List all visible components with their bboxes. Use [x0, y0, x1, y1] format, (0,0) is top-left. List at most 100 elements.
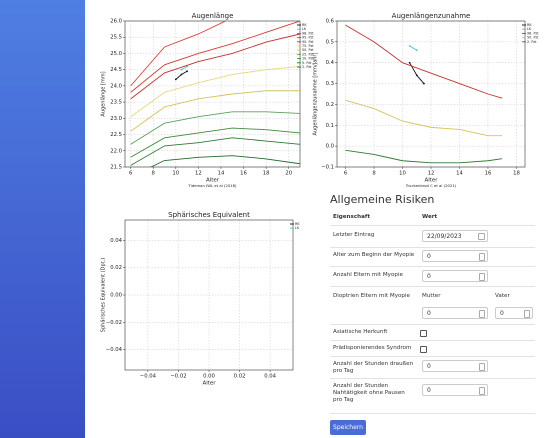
legend-label: RK [527, 23, 532, 27]
separator [330, 413, 535, 414]
point [186, 70, 188, 73]
checkbox[interactable] [420, 346, 427, 353]
legend-label: 5. Pzt [302, 61, 312, 65]
y-tick-label: 0.2 [326, 102, 334, 108]
x-tick-label: 14 [456, 171, 463, 177]
row-label: Anzahl der Stunden Nahtätigkeit ohne Pau… [333, 383, 405, 403]
point [415, 74, 418, 77]
y-tick-label: 25.5 [110, 35, 122, 41]
series-line [130, 33, 300, 100]
number-input[interactable]: 0 [422, 360, 488, 372]
number-input[interactable]: 0 [495, 307, 533, 319]
x-tick-label: 20 [285, 171, 292, 177]
row-label: Alter zum Beginn der Myopie [333, 252, 415, 258]
number-input[interactable]: 0 [422, 250, 488, 262]
series-line [181, 66, 188, 71]
number-input[interactable]: 0 [422, 307, 488, 319]
row-label: Asiatische Herkunft [333, 329, 388, 335]
legend-label: 98. Pzt [527, 31, 539, 35]
y-tick-label: 24.0 [110, 83, 122, 89]
input-value: 0 [427, 310, 431, 317]
legend-label: 10. Pzt [302, 57, 314, 61]
x-tick-label: 6 [344, 171, 348, 177]
row-label: Letzter Eintrag [333, 232, 375, 238]
y-tick-label: −0.04 [106, 347, 123, 353]
x-tick-label: −0.02 [170, 374, 186, 380]
field-label: Vater [495, 293, 510, 299]
x-tick-label: 0.04 [264, 374, 276, 380]
x-tick-label: 18 [513, 171, 520, 177]
spinner [479, 310, 485, 318]
x-tick-label: 8 [152, 171, 156, 177]
legend-label: 98. Pzt [302, 31, 314, 35]
note: Truckenbrod C et al (2021) [405, 183, 457, 188]
separator [330, 356, 535, 357]
spinner [479, 387, 485, 395]
y-tick-label: 26.0 [110, 19, 122, 25]
y-axis-label: Augenlänge [mm] [101, 71, 107, 116]
chart-title: Sphärisches Equivalent [168, 211, 250, 219]
y-tick-label: 0.00 [110, 293, 122, 299]
plot-frame [124, 20, 301, 168]
legend-label: 2. Pzt [302, 65, 312, 69]
y-tick-label: 24.5 [110, 67, 122, 73]
sidebar [0, 0, 85, 438]
separator [330, 247, 535, 248]
number-input[interactable]: 0 [422, 384, 488, 396]
row-label: Dioptrien Eltern mit Myopie [333, 293, 410, 299]
input-value: 0 [427, 363, 431, 370]
y-tick-label: 22.5 [110, 132, 122, 138]
date-input[interactable]: 22/09/2023 [422, 230, 488, 242]
header: Eigenschaft [333, 214, 371, 220]
series-line [130, 21, 227, 87]
plot-frame [336, 20, 526, 168]
point [415, 49, 418, 52]
x-tick-label: 0.02 [234, 374, 246, 380]
spinner [524, 310, 530, 318]
row-label: Anzahl der Stunden draußen pro Tag [333, 361, 414, 374]
x-tick-label: 16 [240, 171, 247, 177]
legend-label: 25. Pzt [302, 52, 314, 56]
y-tick-label: −0.02 [106, 320, 122, 326]
separator [330, 378, 535, 379]
number-input[interactable]: 0 [422, 270, 488, 282]
y-tick-label: 0.04 [110, 238, 122, 244]
y-axis-label: Sphärisches Equivalent (Dpt.) [101, 258, 107, 332]
y-tick-label: −0.1 [321, 165, 334, 171]
point [174, 78, 177, 81]
plot-frame [124, 219, 294, 371]
legend-label: 90. Pzt [302, 40, 314, 44]
legend-label: LK [295, 226, 300, 230]
input-value: 0 [427, 253, 431, 260]
separator [330, 266, 535, 267]
separator [330, 225, 535, 226]
y-tick-label: 0.6 [326, 19, 335, 25]
y-tick-label: 0.3 [326, 81, 334, 87]
legend-label: 75. Pzt [302, 44, 314, 48]
legend-label: 50. Pzt [527, 36, 539, 40]
x-tick-label: 14 [218, 171, 225, 177]
y-tick-label: 21.5 [110, 165, 122, 171]
input-value: 0 [427, 387, 431, 394]
plot-area [130, 21, 300, 167]
save-button[interactable]: Speichern [330, 420, 366, 435]
x-tick-label: −0.04 [140, 374, 157, 380]
y-tick-label: 0.5 [326, 39, 334, 45]
separator [330, 324, 535, 325]
spinner [479, 273, 485, 281]
input-value: 0 [500, 310, 504, 317]
point [408, 45, 411, 47]
series-line [130, 21, 300, 93]
x-tick-label: 8 [372, 171, 376, 177]
series-line [345, 149, 503, 164]
series-line [409, 45, 417, 51]
x-axis-label: Alter [424, 178, 438, 184]
series-line [130, 137, 300, 166]
chart-title: Augenlänge [192, 12, 234, 20]
checkbox[interactable] [420, 330, 427, 337]
chart-title: Augenlängenzunahme [392, 12, 471, 20]
series-line [130, 65, 300, 118]
point [180, 73, 183, 76]
header: Wert [422, 214, 438, 220]
